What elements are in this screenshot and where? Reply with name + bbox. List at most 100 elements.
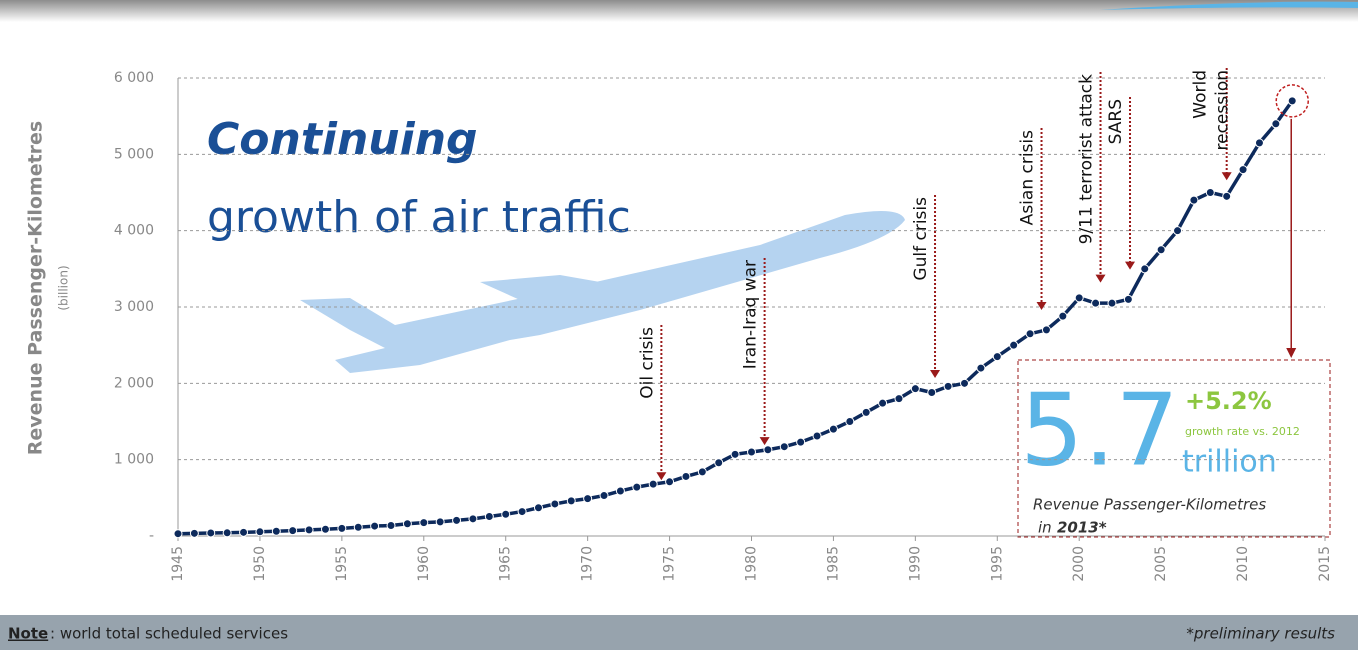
series-point: [1156, 245, 1166, 255]
series-point: [337, 523, 347, 533]
series-point: [1173, 226, 1183, 236]
callout-pointer-head: [1286, 348, 1297, 358]
y-tick-label: -: [149, 528, 154, 544]
series-point: [402, 519, 412, 529]
series-point: [206, 528, 216, 538]
x-tick-label: 1960: [416, 546, 432, 582]
series-point: [878, 398, 888, 408]
series-point: [1009, 340, 1019, 350]
series-point: [615, 486, 625, 496]
x-tick-label: 1980: [744, 546, 760, 582]
series-point: [189, 528, 199, 538]
series-point: [992, 352, 1002, 362]
y-tick-label: 5 000: [114, 146, 154, 162]
series-point: [419, 518, 429, 528]
series-point: [861, 407, 871, 417]
annotation-label: Iran-Iraq war: [741, 260, 761, 369]
footer-band: [0, 615, 1358, 650]
series-point: [599, 491, 609, 501]
series-point: [1025, 329, 1035, 339]
top-band: [0, 0, 1358, 22]
annotation-label: Asian crisis: [1018, 130, 1038, 225]
series-point: [730, 449, 740, 459]
footer-note-label: Note: [8, 625, 48, 643]
series-point: [648, 479, 658, 489]
series-point: [812, 431, 822, 441]
y-tick-label: 2 000: [114, 375, 154, 391]
series-point: [1205, 188, 1215, 197]
annotation-arrowhead: [1036, 302, 1047, 311]
series-point: [271, 526, 281, 536]
annotation-label: World: [1191, 70, 1211, 119]
series-point: [1074, 293, 1084, 303]
series-point: [910, 384, 920, 394]
annotation-label: 9/11 terrorist attack: [1077, 74, 1097, 245]
callout-big: 5.7: [1020, 371, 1179, 488]
series-point: [632, 482, 642, 492]
series-point: [697, 467, 707, 477]
y-tick-label: 1 000: [114, 452, 154, 468]
series-point: [828, 424, 838, 434]
series-point: [288, 526, 298, 536]
annotation-label: recession: [1213, 70, 1233, 151]
y-tick-label: 3 000: [114, 299, 154, 315]
airplane: [300, 211, 905, 373]
annotation-arrowhead: [759, 437, 770, 446]
x-tick-label: 2015: [1317, 546, 1333, 582]
series-point: [943, 381, 953, 391]
series-point: [239, 527, 249, 537]
subtitle: growth of air traffic: [207, 192, 631, 243]
series-point: [1222, 191, 1232, 201]
top-swoosh: [1100, 1, 1358, 10]
series-point: [1238, 165, 1248, 175]
series-point: [927, 387, 937, 397]
annotation-label: Gulf crisis: [911, 197, 931, 281]
callout-caption-year: 2013*: [1057, 519, 1107, 537]
annotation-label: Oil crisis: [637, 327, 657, 399]
callout-growth: +5.2%: [1185, 387, 1272, 415]
y-tick-label: 4 000: [114, 223, 154, 239]
series-point: [435, 517, 445, 527]
y-tick-label: 6 000: [114, 70, 154, 86]
series-point: [452, 515, 462, 525]
callout-growth-label: growth rate vs. 2012: [1185, 425, 1300, 438]
x-tick-label: 2010: [1235, 546, 1251, 582]
callout-caption: Revenue Passenger-Kilometres: [1033, 496, 1266, 514]
series-point: [1140, 264, 1150, 274]
annotation-arrowhead: [1221, 172, 1232, 181]
callout-caption-in: in: [1038, 519, 1052, 537]
series-point: [1058, 311, 1068, 321]
x-tick-label: 1950: [252, 546, 268, 582]
series-point: [320, 524, 330, 534]
series-point: [517, 507, 527, 517]
x-tick-label: 1965: [498, 546, 514, 582]
x-tick-label: 1995: [989, 546, 1005, 582]
series-point: [681, 471, 691, 481]
x-tick-label: 1970: [580, 546, 596, 582]
annotation-arrowhead: [930, 369, 941, 378]
series-point: [747, 447, 756, 457]
series-point: [566, 496, 576, 506]
x-tick-label: 1990: [907, 546, 923, 582]
series-point: [304, 525, 314, 535]
series-point: [796, 437, 806, 447]
series-point: [665, 477, 675, 487]
annotation-arrowhead: [656, 472, 667, 481]
x-tick-label: 1985: [825, 546, 841, 582]
series-point: [1254, 138, 1264, 148]
annotation-arrowhead: [1125, 261, 1136, 270]
series-point: [353, 522, 363, 532]
series-point: [583, 494, 593, 504]
x-tick-label: 1945: [170, 546, 186, 582]
series-point: [386, 520, 396, 530]
series-point: [1107, 298, 1117, 308]
title: Continuing: [207, 114, 478, 165]
series-point: [173, 529, 183, 539]
series-point: [222, 528, 232, 538]
series-point: [960, 378, 970, 388]
series-point: [1189, 195, 1199, 205]
y-axis-label: Revenue Passenger-Kilometres: [25, 121, 47, 456]
series-point: [894, 394, 904, 404]
series-point: [1271, 119, 1281, 129]
